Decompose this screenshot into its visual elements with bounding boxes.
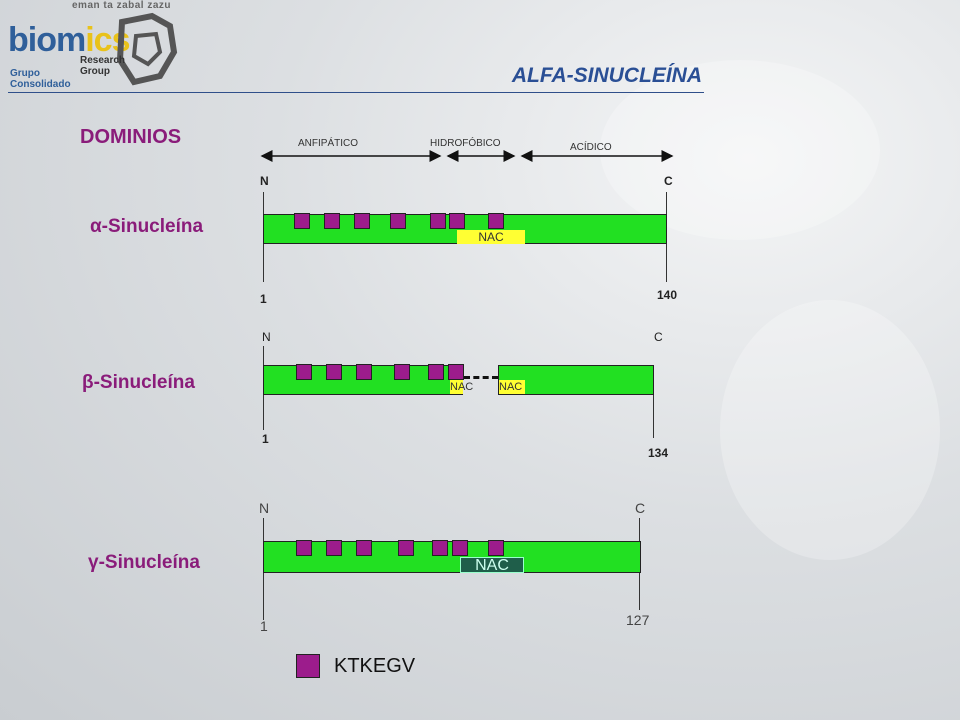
protein-name-gamma: γ-Sinucleína	[88, 552, 200, 573]
domain-label-hydrophobic: HIDROFÓBICO	[430, 138, 501, 149]
legend-swatch	[296, 654, 320, 678]
ktkegv-repeat	[398, 540, 414, 556]
ktkegv-repeat	[428, 364, 444, 380]
n-terminus-label: N	[259, 500, 270, 516]
nac-region: NAC	[457, 230, 525, 244]
ktkegv-repeat	[356, 364, 372, 380]
n-terminus-label: N	[260, 174, 269, 188]
c-terminus-label: C	[635, 500, 646, 516]
ktkegv-repeat	[432, 540, 448, 556]
c-terminus-label: C	[664, 174, 673, 188]
header-divider	[8, 92, 704, 93]
ktkegv-repeat	[488, 213, 504, 229]
ktkegv-repeat	[354, 213, 370, 229]
end-residue: 127	[626, 612, 650, 628]
ktkegv-repeat	[390, 213, 406, 229]
deletion-gap	[464, 376, 498, 379]
c-terminus-line	[653, 394, 654, 438]
ktkegv-repeat	[324, 213, 340, 229]
logo-group-line: Grupo	[10, 68, 40, 79]
logo-subtitle-line: Group	[80, 66, 110, 77]
end-residue: 140	[657, 288, 678, 302]
nac-region: NAC	[460, 557, 524, 574]
page-title: ALFA-SINUCLEÍNA	[511, 64, 702, 87]
ktkegv-repeat	[356, 540, 372, 556]
n-terminus-label: N	[262, 330, 271, 344]
ktkegv-repeat	[296, 364, 312, 380]
nac-region-right: NAC	[499, 380, 525, 394]
logo-word-part: biom	[8, 21, 86, 59]
ktkegv-repeat	[488, 540, 504, 556]
ktkegv-repeat	[452, 540, 468, 556]
ktkegv-repeat	[326, 540, 342, 556]
ktkegv-repeat	[449, 213, 465, 229]
end-residue: 134	[648, 446, 669, 460]
background-watermark	[720, 300, 940, 560]
domain-label-acidic: ACÍDICO	[570, 142, 612, 153]
protein-name-alpha: α-Sinucleína	[90, 216, 204, 237]
logo-emblem-icon	[112, 12, 182, 97]
start-residue: 1	[262, 432, 269, 446]
logo-motto: eman ta zabal zazu	[72, 0, 172, 11]
nac-region-left: NAC	[450, 380, 474, 394]
domain-arrows	[260, 150, 674, 162]
logo-subtitle: Research Group	[80, 55, 125, 77]
start-residue: 1	[260, 618, 268, 634]
logo-group: Grupo Consolidado	[10, 68, 71, 90]
protein-name-beta: β-Sinucleína	[82, 372, 195, 393]
ktkegv-repeat	[430, 213, 446, 229]
ktkegv-repeat	[296, 540, 312, 556]
ktkegv-repeat	[394, 364, 410, 380]
domain-label-amphipathic: ANFIPÁTICO	[298, 138, 359, 149]
ktkegv-repeat	[326, 364, 342, 380]
logo-subtitle-line: Research	[80, 55, 126, 66]
ktkegv-repeat	[294, 213, 310, 229]
legend-label: KTKEGV	[334, 655, 416, 677]
start-residue: 1	[260, 292, 267, 306]
ktkegv-repeat	[448, 364, 464, 380]
section-heading: DOMINIOS	[80, 126, 182, 148]
c-terminus-label: C	[654, 330, 663, 344]
logo-group-line: Consolidado	[10, 79, 71, 90]
